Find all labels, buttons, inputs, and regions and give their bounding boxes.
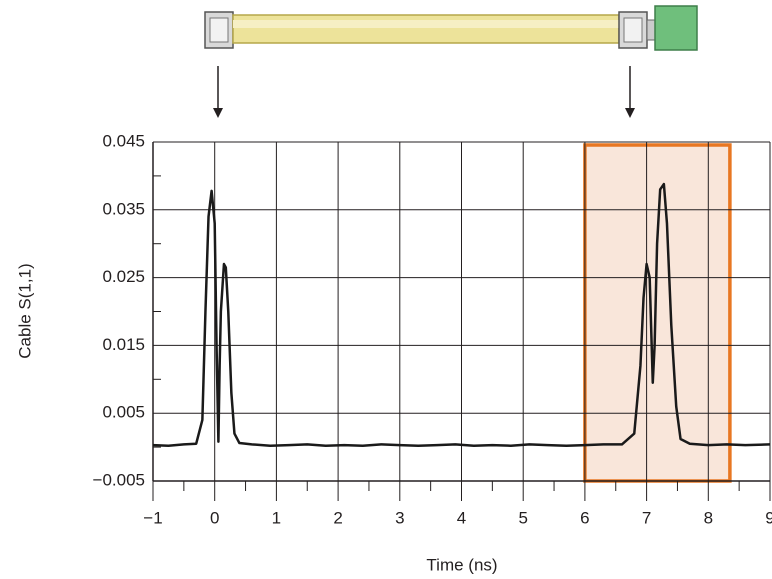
x-tick-label: 8 — [704, 508, 713, 527]
arrow-head — [213, 108, 223, 118]
cable-illustration — [204, 5, 698, 118]
x-tick-label: 1 — [272, 508, 281, 527]
x-tick-label: 9 — [765, 508, 772, 527]
y-axis-label: Cable S(1,1) — [15, 263, 34, 358]
y-tick-label: 0.035 — [102, 199, 145, 218]
connector-inner — [209, 17, 229, 43]
x-tick-label: 3 — [395, 508, 404, 527]
y-tick-label: 0.015 — [102, 335, 145, 354]
arrow-head — [625, 108, 635, 118]
cable — [232, 14, 620, 44]
data-line — [152, 182, 771, 447]
y-tick-label: −0.005 — [93, 470, 145, 489]
adapter — [646, 19, 656, 41]
y-tick-label: 0.025 — [102, 267, 145, 286]
load — [654, 5, 698, 51]
x-tick-label: −1 — [143, 508, 162, 527]
y-tick-label: 0.045 — [102, 131, 145, 150]
x-tick-label: 4 — [457, 508, 466, 527]
x-tick-label: 5 — [518, 508, 527, 527]
connector-inner — [623, 17, 643, 43]
cable-highlight — [233, 20, 619, 28]
x-tick-label: 0 — [210, 508, 219, 527]
x-tick-label: 2 — [333, 508, 342, 527]
y-tick-label: 0.005 — [102, 403, 145, 422]
x-tick-label: 7 — [642, 508, 651, 527]
x-axis-label: Time (ns) — [426, 555, 497, 574]
x-tick-label: 6 — [580, 508, 589, 527]
